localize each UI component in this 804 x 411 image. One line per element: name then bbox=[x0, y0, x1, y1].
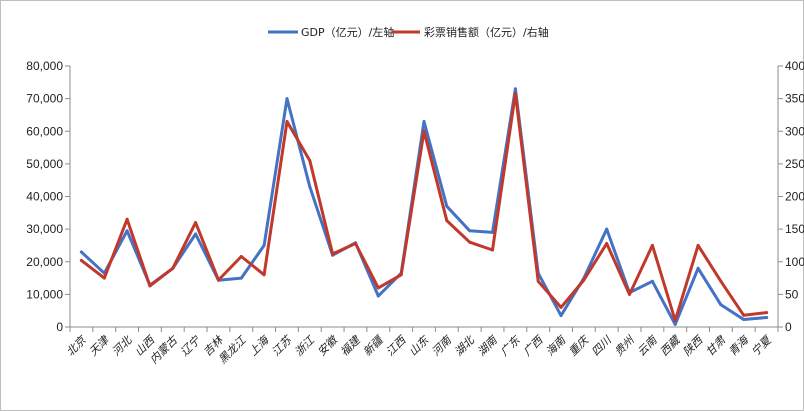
series-layer bbox=[79, 87, 769, 326]
left-tick-label: 60,000 bbox=[26, 124, 63, 138]
left-tick-label: 80,000 bbox=[26, 59, 63, 73]
right-tick-label: 350 bbox=[785, 92, 804, 106]
right-tick-label: 100 bbox=[785, 255, 804, 269]
lottery-point bbox=[719, 279, 723, 283]
gdp-point bbox=[559, 314, 563, 318]
lottery-point bbox=[673, 319, 677, 322]
left-tick-label: 50,000 bbox=[26, 157, 63, 171]
lottery-point bbox=[239, 255, 243, 258]
gdp-point bbox=[125, 229, 129, 233]
lottery-point bbox=[194, 221, 198, 225]
legend-label-lottery: 彩票销售额（亿元）/右轴 bbox=[424, 25, 549, 39]
right-tick-label: 50 bbox=[785, 287, 799, 301]
gdp-point bbox=[285, 97, 289, 101]
lottery-point bbox=[742, 313, 746, 317]
lottery-point bbox=[468, 240, 472, 244]
lottery-point bbox=[308, 159, 312, 163]
left-tick-label: 0 bbox=[56, 320, 63, 334]
lottery-point bbox=[765, 311, 769, 315]
gdp-point bbox=[650, 279, 654, 283]
lottery-point bbox=[148, 284, 152, 288]
legend: GDP（亿元）/左轴 彩票销售额（亿元）/右轴 bbox=[268, 25, 549, 39]
gdp-point bbox=[605, 227, 609, 231]
gdp-point bbox=[308, 185, 312, 189]
lottery-point bbox=[331, 252, 335, 256]
gdp-point bbox=[239, 276, 243, 280]
gdp-point bbox=[491, 230, 494, 234]
lottery-point bbox=[536, 279, 540, 283]
lottery-point bbox=[376, 286, 380, 290]
gdp-point bbox=[765, 316, 769, 319]
lottery-point bbox=[171, 266, 175, 270]
gdp-point bbox=[194, 232, 198, 236]
lottery-point bbox=[513, 91, 517, 95]
gdp-point bbox=[742, 318, 746, 321]
lottery-point bbox=[422, 129, 426, 133]
lottery-point bbox=[650, 243, 654, 247]
lottery-point bbox=[582, 278, 586, 282]
gdp-point bbox=[696, 266, 700, 270]
lottery-point bbox=[399, 273, 403, 277]
lottery-point bbox=[605, 242, 609, 245]
left-tick-label: 30,000 bbox=[26, 222, 63, 236]
right-tick-label: 300 bbox=[785, 124, 804, 138]
lottery-point bbox=[628, 292, 631, 296]
right-tick-label: 250 bbox=[785, 157, 804, 171]
gdp-point bbox=[468, 229, 472, 233]
gdp-point bbox=[673, 322, 677, 326]
gdp-point bbox=[79, 250, 83, 254]
lottery-point bbox=[445, 219, 449, 223]
gdp-point bbox=[262, 243, 266, 247]
lottery-point bbox=[125, 217, 129, 221]
left-tick-label: 70,000 bbox=[26, 92, 63, 106]
gdp-point bbox=[445, 204, 449, 208]
lottery-point bbox=[559, 305, 563, 309]
left-tick-label: 10,000 bbox=[26, 287, 63, 301]
left-tick-label: 20,000 bbox=[26, 255, 63, 269]
lottery-point bbox=[696, 243, 700, 247]
lottery-point bbox=[217, 278, 220, 282]
gdp-point bbox=[422, 120, 426, 123]
lottery-point bbox=[285, 120, 289, 123]
gdp-point bbox=[719, 303, 723, 307]
legend-label-gdp: GDP（亿元）/左轴 bbox=[301, 25, 394, 39]
lottery-point bbox=[262, 273, 266, 277]
right-tick-label: 150 bbox=[785, 222, 804, 236]
lottery-point bbox=[354, 242, 357, 245]
gdp-point bbox=[376, 294, 380, 298]
left-tick-label: 40,000 bbox=[26, 190, 63, 204]
lottery-point bbox=[79, 258, 83, 262]
gdp-point bbox=[513, 87, 517, 91]
right-tick-label: 400 bbox=[785, 59, 804, 73]
lottery-point bbox=[491, 248, 494, 252]
right-tick-label: 0 bbox=[785, 320, 792, 334]
right-tick-label: 200 bbox=[785, 190, 804, 204]
lottery-point bbox=[102, 276, 106, 280]
